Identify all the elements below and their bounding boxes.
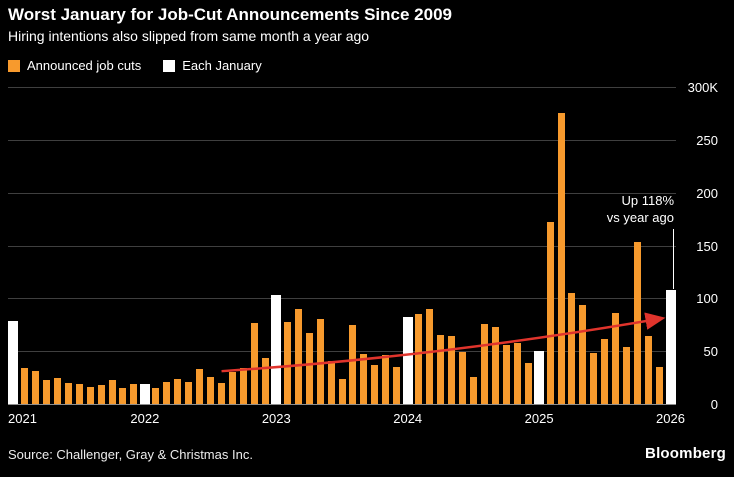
- bloomberg-logo: Bloomberg: [645, 445, 726, 462]
- y-tick-label: 200: [696, 185, 718, 201]
- x-tick-label-2026: 2026: [656, 411, 685, 426]
- bar: [415, 314, 423, 404]
- legend-swatch-orange: [8, 59, 20, 72]
- bar: [480, 323, 488, 404]
- annotation-line2: vs year ago: [606, 209, 674, 225]
- bar: [327, 360, 335, 404]
- bar: [239, 368, 247, 404]
- gridline-250: [8, 139, 676, 141]
- legend-label-announced-job-cuts: Announced job cuts: [27, 58, 142, 73]
- x-tick-label-2021: 2021: [8, 411, 37, 426]
- legend-label-each-january: Each January: [182, 58, 262, 73]
- bar: [196, 369, 204, 404]
- bar: [623, 346, 631, 404]
- source-text: Source: Challenger, Gray & Christmas Inc…: [8, 447, 253, 462]
- legend-item-each-january: Each January: [163, 58, 262, 73]
- bar: [656, 367, 664, 404]
- x-tick-label-2023: 2023: [261, 411, 291, 426]
- bar: [108, 379, 116, 404]
- bar: [371, 364, 379, 404]
- bar: [612, 313, 620, 404]
- bar: [42, 379, 50, 404]
- y-tick-label: 0: [710, 397, 718, 412]
- bar-january: [271, 295, 282, 404]
- bar: [228, 372, 236, 404]
- bar: [86, 387, 94, 404]
- bar: [53, 377, 61, 404]
- bar: [590, 353, 598, 404]
- legend-item-announced-job-cuts: Announced job cuts: [8, 58, 141, 73]
- bar: [294, 308, 302, 404]
- chart-subtitle: Hiring intentions also slipped from same…: [8, 28, 370, 44]
- bar: [393, 367, 401, 404]
- bar: [524, 362, 532, 404]
- bar: [130, 383, 138, 404]
- bar: [316, 319, 324, 404]
- bar: [20, 368, 28, 404]
- bar: [502, 344, 510, 404]
- bar: [64, 382, 72, 404]
- annotation-pointer-line: [672, 229, 674, 289]
- bar: [174, 378, 182, 404]
- plot-area: [8, 87, 676, 405]
- gridline-0: [8, 404, 676, 405]
- bar: [579, 304, 587, 404]
- y-tick-label: 150: [696, 238, 718, 254]
- legend: Announced job cuts Each January: [8, 58, 262, 73]
- bar: [458, 352, 466, 404]
- bar: [645, 336, 653, 404]
- bar: [513, 342, 521, 404]
- gridline-200: [8, 192, 676, 194]
- x-tick-label-2025: 2025: [524, 411, 554, 426]
- bar: [305, 333, 313, 404]
- bar: [250, 322, 258, 404]
- bar: [163, 381, 171, 404]
- bar-january: [139, 383, 150, 404]
- annotation-line1: Up 118%: [621, 193, 674, 208]
- bar: [185, 381, 193, 404]
- y-tick-label: 50: [703, 344, 718, 360]
- bar: [546, 222, 554, 404]
- bar: [601, 338, 609, 404]
- bar: [31, 371, 39, 404]
- bar: [349, 324, 357, 404]
- bar: [152, 388, 160, 404]
- bar: [557, 113, 565, 404]
- bar: [437, 335, 445, 404]
- bar-january: [665, 289, 676, 404]
- bar: [119, 388, 127, 404]
- bar: [338, 378, 346, 404]
- bar-january: [534, 351, 545, 404]
- bar: [448, 336, 455, 404]
- bar: [568, 293, 576, 404]
- chart-title: Worst January for Job-Cut Announcements …: [8, 5, 452, 24]
- gridline-100: [8, 298, 676, 300]
- gridline-300: [8, 87, 676, 88]
- bar: [360, 354, 368, 404]
- bar: [75, 383, 83, 404]
- bar: [382, 355, 390, 404]
- bar: [97, 384, 105, 404]
- bar: [283, 321, 291, 404]
- bar: [469, 376, 477, 404]
- legend-swatch-white: [163, 59, 176, 72]
- bar-january: [8, 320, 19, 404]
- bar: [207, 376, 215, 404]
- bar: [491, 326, 499, 404]
- x-tick-label-2022: 2022: [130, 411, 160, 426]
- bar: [261, 357, 269, 404]
- gridline-150: [8, 245, 676, 247]
- bar: [426, 308, 434, 404]
- bar-january: [402, 317, 413, 404]
- bar: [634, 242, 642, 404]
- x-tick-label-2024: 2024: [393, 411, 423, 426]
- y-tick-label: 250: [696, 132, 718, 148]
- bar: [218, 382, 226, 404]
- y-tick-label: 300K: [687, 80, 718, 95]
- annotation-up-118: Up 118% vs year ago: [607, 193, 674, 227]
- gridline-50: [8, 351, 676, 353]
- y-tick-label: 100: [696, 291, 718, 307]
